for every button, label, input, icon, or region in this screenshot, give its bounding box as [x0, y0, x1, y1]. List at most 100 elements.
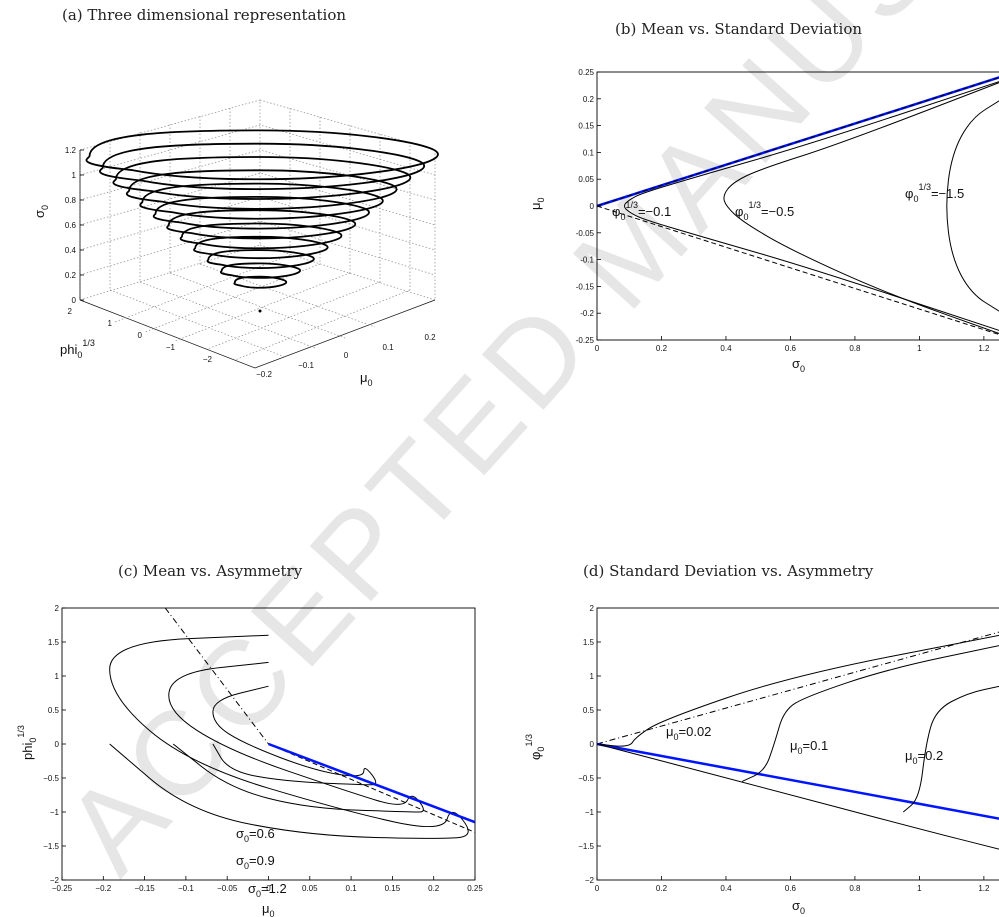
panel-c-series-5	[268, 742, 476, 824]
panel-a-phi-tick-label: 0	[138, 331, 143, 340]
panel-a: (a) Three dimensional representation 0 0.…	[32, 6, 439, 388]
panel-d-series-3	[741, 645, 999, 782]
panel-d-y-tick-label: 1	[590, 672, 595, 681]
panel-d-x-tick-label: 0	[595, 884, 600, 893]
panel-a-contour-ring	[166, 209, 357, 240]
panel-c-xlabel: μ0	[262, 901, 275, 917]
panel-b-y-tick-label: 0.25	[578, 68, 594, 77]
panel-b-y-tick-label: -0.25	[576, 336, 595, 345]
panel-c-y-tick-label: 0	[55, 740, 60, 749]
panel-b-y-tick-label: -0.1	[580, 256, 594, 265]
panel-c-series-4	[268, 743, 476, 833]
panel-d-y-tick-label: 1.5	[583, 638, 595, 647]
panel-c-annotation-1: σ0=0.6	[236, 826, 275, 844]
panel-c-series-2	[109, 634, 469, 839]
panel-b-xlabel: σ0	[792, 356, 805, 374]
panel-c-x-tick-label: −0.25	[52, 884, 73, 893]
panel-c-x-tick-label: 0.1	[346, 884, 358, 893]
panel-a-contour-ring	[219, 262, 302, 279]
panel-b-annotation-2: φ01/3=−0.5	[735, 200, 794, 222]
panel-b-y-tick-label: -0.2	[580, 309, 594, 318]
panel-b-annotation-3: φ01/3=−1.5	[905, 182, 964, 204]
panel-d-y-tick-label: −1.5	[578, 842, 594, 851]
panel-c-x-tick-label: 0.05	[302, 884, 318, 893]
panel-a-z-tick-label: 0.8	[65, 196, 77, 205]
panel-a-contour-ring	[206, 249, 315, 269]
panel-d-series-4	[902, 685, 999, 813]
panel-b-y-tick-label: -0.05	[576, 229, 595, 238]
panel-a-z-ticks: 0 0.2 0.4 0.6 0.8 1 1.2	[65, 146, 84, 305]
panel-c-y-tick-label: 1	[55, 672, 60, 681]
panel-b-x-tick-label: 1.2	[978, 344, 990, 353]
panel-c-caption: (c) Mean vs. Asymmetry	[118, 562, 303, 580]
panel-a-z-tick-label: 1	[72, 171, 77, 180]
panel-b-y-tick-label: 0	[590, 202, 595, 211]
panel-b-y-tick-label: 0.15	[578, 122, 594, 131]
panel-d-caption: (d) Standard Deviation vs. Asymmetry	[583, 562, 874, 580]
panel-b-series-3	[623, 81, 999, 331]
panel-d-series-0	[596, 631, 999, 745]
panel-c-x-tick-label: −0.1	[178, 884, 194, 893]
panel-c-x-tick-label: −0.15	[134, 884, 155, 893]
panel-c-x-tick-label: −0.05	[217, 884, 238, 893]
panel-b-series-5	[946, 100, 999, 312]
panel-d-plot: 0 0.2 0.4 0.6 0.8 1 1.2 2 1.5 1 0.5 0 −0.5 −1 −1.5 −2	[578, 604, 999, 893]
panel-c-y-tick-label: −1.5	[43, 842, 59, 851]
panel-a-contour-ring	[139, 182, 384, 220]
panel-a-phi-ticks: 2 1 0 −1 −2	[68, 307, 213, 364]
panel-c-series-0	[212, 685, 377, 786]
panel-d: (d) Standard Deviation vs. Asymmetry 0 0.…	[524, 562, 999, 916]
panel-a-phi-tick-label: 1	[108, 319, 113, 328]
panel-a-phi-tick-label: 2	[68, 307, 73, 316]
panel-a-box	[79, 99, 436, 369]
panel-c-plot: −0.25 −0.2 −0.15 −0.1 −0.05 0 0.05 0.1 0.15 0.2 0.…	[43, 604, 483, 893]
panel-d-y-tick-label: −2	[585, 876, 595, 885]
panel-a-z-tick-label: 0.4	[65, 246, 77, 255]
panel-b-x-tick-label: 1	[917, 344, 922, 353]
panel-a-mu-tick-label: 0.2	[424, 333, 436, 342]
panel-a-z-tick-label: 0.2	[65, 271, 77, 280]
panel-b: (b) Mean vs. Standard Deviation 0 0.2 0.4 0…	[528, 20, 999, 374]
panel-d-series-1	[596, 742, 999, 820]
watermark: ACCEPTED MANUSCRIPT	[40, 0, 999, 897]
panel-a-contour-ring	[126, 169, 398, 210]
panel-a-contour-ring	[152, 195, 370, 230]
panel-a-ylabel: phi01/3	[60, 338, 95, 360]
panel-c-x-tick-label: 0.2	[428, 884, 440, 893]
panel-d-y-tick-label: 0.5	[583, 706, 595, 715]
panel-b-series-1	[596, 76, 999, 207]
panel-c-ylabel: phi01/3	[16, 725, 38, 760]
panel-c-y-tick-label: −0.5	[43, 774, 59, 783]
panel-a-mu-tick-label: 0	[344, 351, 349, 360]
panel-c-x-tick-label: −0.2	[95, 884, 111, 893]
panel-d-x-tick-label: 1	[917, 884, 922, 893]
panel-a-zlabel: σ0	[32, 205, 50, 218]
panel-a-contour-ring	[99, 142, 425, 191]
panel-d-x-tick-label: 0.2	[656, 884, 668, 893]
panel-d-y-tick-label: −0.5	[578, 774, 594, 783]
panel-c-series-3	[164, 607, 269, 745]
panel-b-y-tick-label: -0.15	[576, 282, 595, 291]
panel-b-y-tick-label: 0.1	[583, 148, 595, 157]
panel-d-xlabel: σ0	[792, 898, 805, 916]
panel-b-caption: (b) Mean vs. Standard Deviation	[615, 20, 862, 38]
panel-a-contour-point	[258, 309, 262, 313]
panel-d-y-tick-label: −1	[585, 808, 595, 817]
panel-a-z-tick-label: 1.2	[65, 146, 77, 155]
panel-b-y-tick-label: 0.2	[583, 95, 595, 104]
panel-a-contour-ring	[193, 235, 329, 260]
panel-d-x-tick-label: 0.4	[720, 884, 732, 893]
panel-b-x-tick-label: 0.4	[720, 344, 732, 353]
panel-c-y-tick-label: 1.5	[48, 638, 60, 647]
panel-b-series-4	[723, 82, 999, 334]
panel-c-x-tick-label: 0.15	[385, 884, 401, 893]
panel-b-x-tick-label: 0.8	[849, 344, 861, 353]
panel-a-caption: (a) Three dimensional representation	[62, 6, 346, 24]
panel-c-annotation-3: σ0=1.2	[248, 881, 287, 899]
panel-d-annotation-3: μ0=0.2	[905, 748, 943, 766]
panel-c-series-1	[168, 661, 424, 813]
panel-a-contour-ring	[85, 129, 439, 181]
panel-a-z-tick-label: 0.6	[65, 221, 77, 230]
panel-c-y-tick-label: 2	[55, 604, 60, 613]
